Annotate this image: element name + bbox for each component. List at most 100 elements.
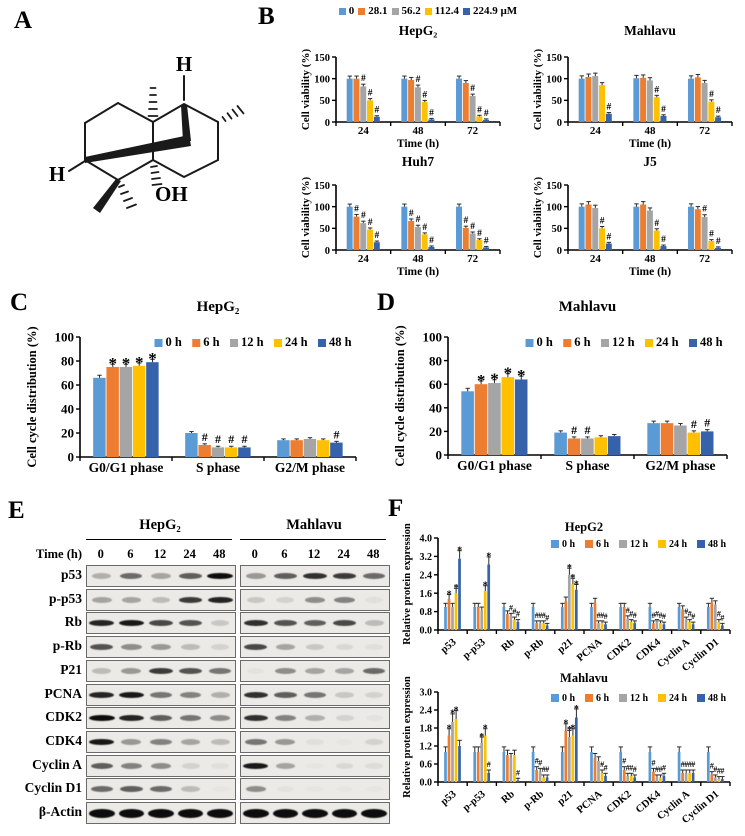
- sig-hash: #: [626, 606, 630, 615]
- y-tick-label: 20: [61, 426, 74, 441]
- chart-d_mahlavu: Mahlavu 0 20 40 60 80 100 Cell cycle distributi…: [393, 299, 728, 473]
- y-axis-label: Cell viability (%): [532, 49, 544, 131]
- sig-hash: #: [422, 90, 427, 100]
- lane-label: 24: [337, 547, 350, 561]
- bar: [373, 242, 380, 250]
- x-cat-label: 72: [467, 125, 479, 137]
- bar: [469, 96, 476, 122]
- sig-hash: #: [241, 432, 247, 446]
- sig-hash: #: [361, 74, 366, 84]
- sig-hash: #: [484, 236, 489, 246]
- protein-band: [121, 644, 142, 651]
- legend-swatch: [462, 7, 470, 15]
- protein-band: [272, 808, 299, 818]
- protein-band: [149, 667, 173, 674]
- sig-hash: #: [681, 760, 685, 769]
- sig-hash: #: [655, 765, 659, 774]
- legend-swatch: [697, 540, 705, 548]
- protein-band: [365, 596, 383, 603]
- protein-band: [180, 691, 202, 698]
- blot-group-title: Mahlavu: [286, 517, 342, 533]
- legend-swatch: [601, 339, 609, 347]
- blot-strip: [240, 778, 390, 801]
- bar: [688, 773, 691, 782]
- y-tick-label: 100: [55, 330, 75, 345]
- protein-band: [211, 644, 230, 651]
- sig-hash: #: [416, 215, 421, 225]
- protein-band: [210, 691, 230, 698]
- protein-band: [207, 808, 233, 818]
- sig-hash: #: [659, 611, 663, 620]
- bar: [476, 240, 483, 250]
- bar: [574, 589, 578, 630]
- bar: [483, 119, 490, 122]
- x-cat-label: PCNA: [575, 789, 605, 816]
- blot-strip: [86, 802, 236, 824]
- bar: [652, 623, 655, 630]
- bar: [458, 746, 461, 782]
- bar: [476, 116, 483, 122]
- bar: [674, 425, 687, 455]
- sig-hash: #: [333, 427, 339, 441]
- sig-hash: #: [713, 765, 717, 774]
- sig-hash: #: [571, 423, 577, 437]
- bar: [408, 220, 415, 250]
- sig-hash: #: [604, 612, 608, 621]
- protein-band: [245, 573, 266, 579]
- bar: [408, 79, 415, 122]
- y-tick-label: 1.6: [420, 589, 433, 600]
- legend-swatch: [525, 339, 534, 347]
- blot-row-label: CDK4: [45, 732, 82, 748]
- ring-right: [152, 102, 219, 179]
- legend-swatch: [585, 540, 593, 548]
- blot-strip: [86, 707, 236, 730]
- bar: [715, 117, 722, 122]
- panel-label-f: F: [388, 495, 404, 522]
- bar: [647, 423, 660, 455]
- protein-band: [335, 691, 354, 698]
- sig-hash: #: [629, 763, 633, 772]
- bar: [132, 365, 146, 457]
- bar: [585, 76, 592, 122]
- x-cat-label: S phase: [566, 458, 610, 473]
- bar: [681, 773, 684, 782]
- sig-hash: #: [654, 85, 659, 95]
- lane-label: 48: [212, 547, 226, 561]
- x-cat-label: p21: [556, 637, 576, 656]
- legend-label: 12 h: [612, 335, 635, 349]
- legend-label: 48 h: [329, 335, 352, 349]
- bar: [401, 206, 408, 250]
- dose-legend-item: 0: [338, 5, 354, 17]
- atom-label-h-top: H: [176, 52, 192, 76]
- protein-band: [211, 620, 230, 627]
- y-tick-label: 0: [557, 118, 562, 129]
- bar: [238, 447, 251, 457]
- protein-band: [179, 667, 203, 674]
- bar: [597, 761, 600, 782]
- bar: [211, 447, 225, 457]
- sig-hash: #: [633, 611, 637, 620]
- protein-band: [335, 762, 354, 769]
- protein-band: [149, 715, 173, 722]
- x-cat-label: 72: [699, 125, 711, 137]
- bar: [646, 210, 653, 250]
- legend-label: 48 h: [708, 693, 727, 704]
- blot-strip: [86, 730, 236, 753]
- blot-underline: [86, 539, 232, 540]
- bar: [106, 367, 119, 457]
- sig-star: *: [135, 353, 144, 372]
- lane-label: 6: [127, 547, 134, 561]
- sig-hash: #: [509, 603, 513, 612]
- bar: [629, 776, 633, 782]
- bar: [640, 77, 647, 122]
- protein-band: [121, 596, 142, 603]
- bar: [688, 78, 694, 122]
- sig-hash: #: [604, 763, 608, 772]
- y-axis-label: Cell viability (%): [300, 49, 312, 131]
- bar: [593, 602, 597, 630]
- panel-label-e: E: [8, 497, 25, 524]
- sig-hash: #: [585, 423, 591, 437]
- protein-band: [177, 808, 204, 818]
- bar: [483, 247, 490, 250]
